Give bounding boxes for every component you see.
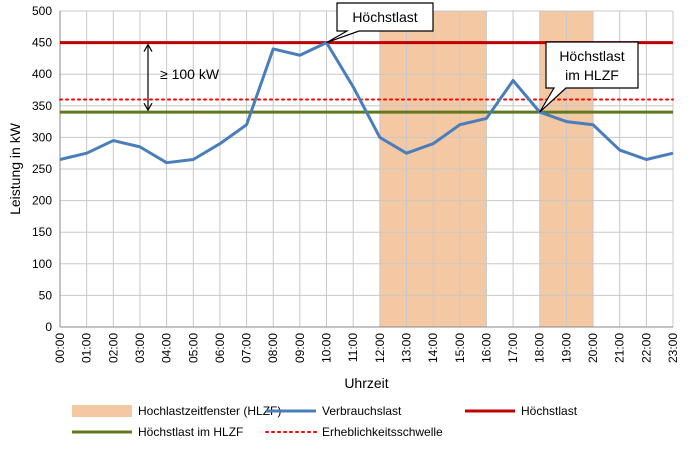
series-lines [59, 41, 674, 165]
x-tick-label: 11:00 [346, 333, 360, 362]
legend-swatch-hlzf [72, 405, 132, 417]
y-tick-label: 0 [45, 320, 52, 334]
y-tick-label: 200 [32, 194, 52, 208]
y-tick-labels: 0 50 100 150 200 250 300 350 400 450 500 [32, 4, 52, 334]
hlzf-peak-callout-line2: im HLZF [565, 67, 619, 83]
x-tick-label: 10:00 [320, 333, 334, 363]
x-tick-label: 04:00 [160, 333, 174, 363]
x-tick-label: 13:00 [399, 333, 413, 363]
gridlines [59, 10, 674, 328]
x-tick-label: 09:00 [293, 333, 307, 363]
y-tick-label: 450 [32, 36, 52, 50]
y-axis-title: Leistung in kW [7, 122, 23, 215]
x-tick-label: 21:00 [613, 333, 627, 363]
peak-callout-label: Höchstlast [352, 9, 417, 25]
legend-label-hlzf-peak: Höchstlast im HLZF [138, 425, 243, 439]
difference-arrowhead-bottom [143, 102, 153, 112]
x-tick-label: 03:00 [133, 333, 147, 363]
x-tick-label: 17:00 [506, 333, 520, 363]
y-tick-label: 150 [32, 225, 52, 239]
difference-arrowhead-top [143, 43, 153, 52]
y-tick-label: 500 [32, 4, 52, 18]
y-tick-label: 400 [32, 67, 52, 81]
x-tick-label: 14:00 [426, 333, 440, 363]
legend-label-hoechstlast: Höchstlast [521, 404, 578, 418]
x-tick-label: 08:00 [266, 333, 280, 363]
peak-callout-box [326, 2, 434, 44]
legend-label-erheblichkeitsschwelle: Erheblichkeitsschwelle [322, 425, 443, 439]
hlzf-peak-callout-box [539, 41, 639, 113]
x-tick-label: 19:00 [559, 333, 573, 363]
x-tick-label: 20:00 [586, 333, 600, 363]
y-tick-label: 250 [32, 162, 52, 176]
x-tick-label: 07:00 [240, 333, 254, 363]
x-tick-label: 05:00 [186, 333, 200, 363]
x-tick-label: 18:00 [533, 333, 547, 363]
y-tick-label: 300 [32, 130, 52, 144]
x-tick-label: 02:00 [106, 333, 120, 363]
difference-label: ≥ 100 kW [160, 66, 220, 82]
series-line-0 [59, 41, 674, 165]
y-tick-label: 350 [32, 99, 52, 113]
x-axis-title: Uhrzeit [344, 375, 388, 391]
x-tick-label: 16:00 [479, 333, 493, 363]
x-tick-labels: 00:00 01:00 02:00 03:00 04:00 05:00 06:00 07:00… [53, 333, 680, 363]
x-tick-label: 15:00 [453, 333, 467, 363]
legend-label-hlzf: Hochlastzeitfenster (HLZF) [138, 404, 281, 418]
x-tick-label: 06:00 [213, 333, 227, 363]
y-tick-label: 100 [32, 257, 52, 271]
annotations: ≥ 100 kW Höchstlast Höchstlast im HLZF [143, 2, 639, 113]
legend-label-verbrauchslast: Verbrauchslast [322, 404, 402, 418]
x-tick-label: 00:00 [53, 333, 67, 363]
legend: Hochlastzeitfenster (HLZF) Verbrauchslast… [72, 404, 578, 439]
x-tick-label: 01:00 [80, 333, 94, 363]
x-tick-label: 23:00 [666, 333, 680, 363]
hlzf-peak-callout-line1: Höchstlast [559, 48, 624, 64]
x-tick-label: 12:00 [373, 333, 387, 363]
y-tick-label: 50 [39, 288, 53, 302]
x-tick-label: 22:00 [639, 333, 653, 363]
